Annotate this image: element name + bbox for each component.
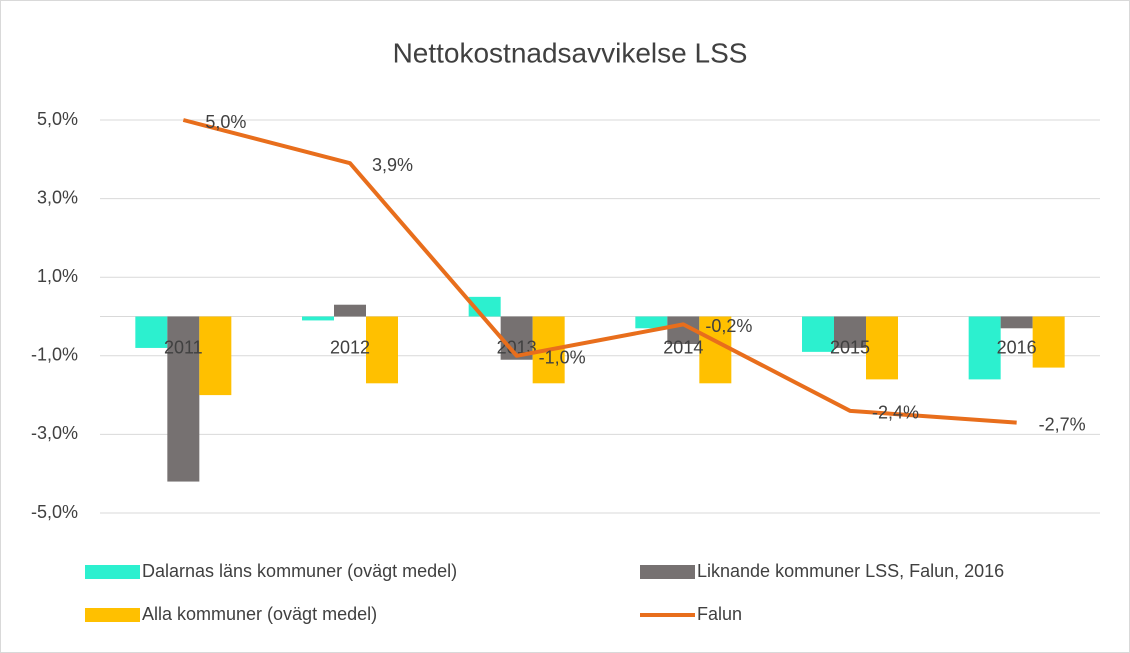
legend-label: Alla kommuner (ovägt medel) (142, 604, 377, 624)
bar (635, 316, 668, 329)
y-tick-label: 1,0% (37, 266, 78, 286)
bar (366, 316, 398, 384)
x-tick-label: 2016 (997, 337, 1037, 357)
legend-label: Falun (697, 604, 742, 624)
x-tick-label: 2012 (330, 337, 370, 357)
bar (699, 316, 732, 384)
bar (1032, 316, 1065, 368)
data-label: -0,2% (705, 316, 752, 336)
bar (199, 316, 232, 396)
legend-label: Dalarnas läns kommuner (ovägt medel) (142, 561, 457, 581)
bar (968, 316, 1001, 380)
bar (167, 316, 200, 482)
y-tick-label: 5,0% (37, 109, 78, 129)
legend-swatch (85, 608, 140, 622)
x-tick-label: 2011 (164, 337, 203, 357)
y-tick-label: 3,0% (37, 187, 78, 207)
chart-title: Nettokostnadsavvikelse LSS (393, 37, 748, 68)
legend-swatch (640, 565, 695, 579)
y-tick-label: -5,0% (31, 502, 78, 522)
legend-swatch (85, 565, 140, 579)
data-label: 3,9% (372, 155, 413, 175)
bar (802, 316, 834, 352)
bar (334, 304, 366, 317)
data-label: 5,0% (205, 112, 246, 132)
bar (135, 316, 168, 348)
data-label: -2,7% (1039, 414, 1086, 434)
bar (866, 316, 898, 380)
y-tick-label: -3,0% (31, 423, 78, 443)
line (182, 118, 1017, 425)
bar (1000, 316, 1033, 329)
bar (834, 316, 866, 348)
x-tick-label: 2014 (663, 337, 703, 357)
y-tick-label: -1,0% (31, 345, 78, 365)
x-tick-label: 2015 (830, 337, 870, 357)
data-label: -2,4% (872, 403, 919, 423)
legend-label: Liknande kommuner LSS, Falun, 2016 (697, 561, 1004, 581)
data-label: -1,0% (539, 348, 586, 368)
bar (302, 316, 334, 321)
